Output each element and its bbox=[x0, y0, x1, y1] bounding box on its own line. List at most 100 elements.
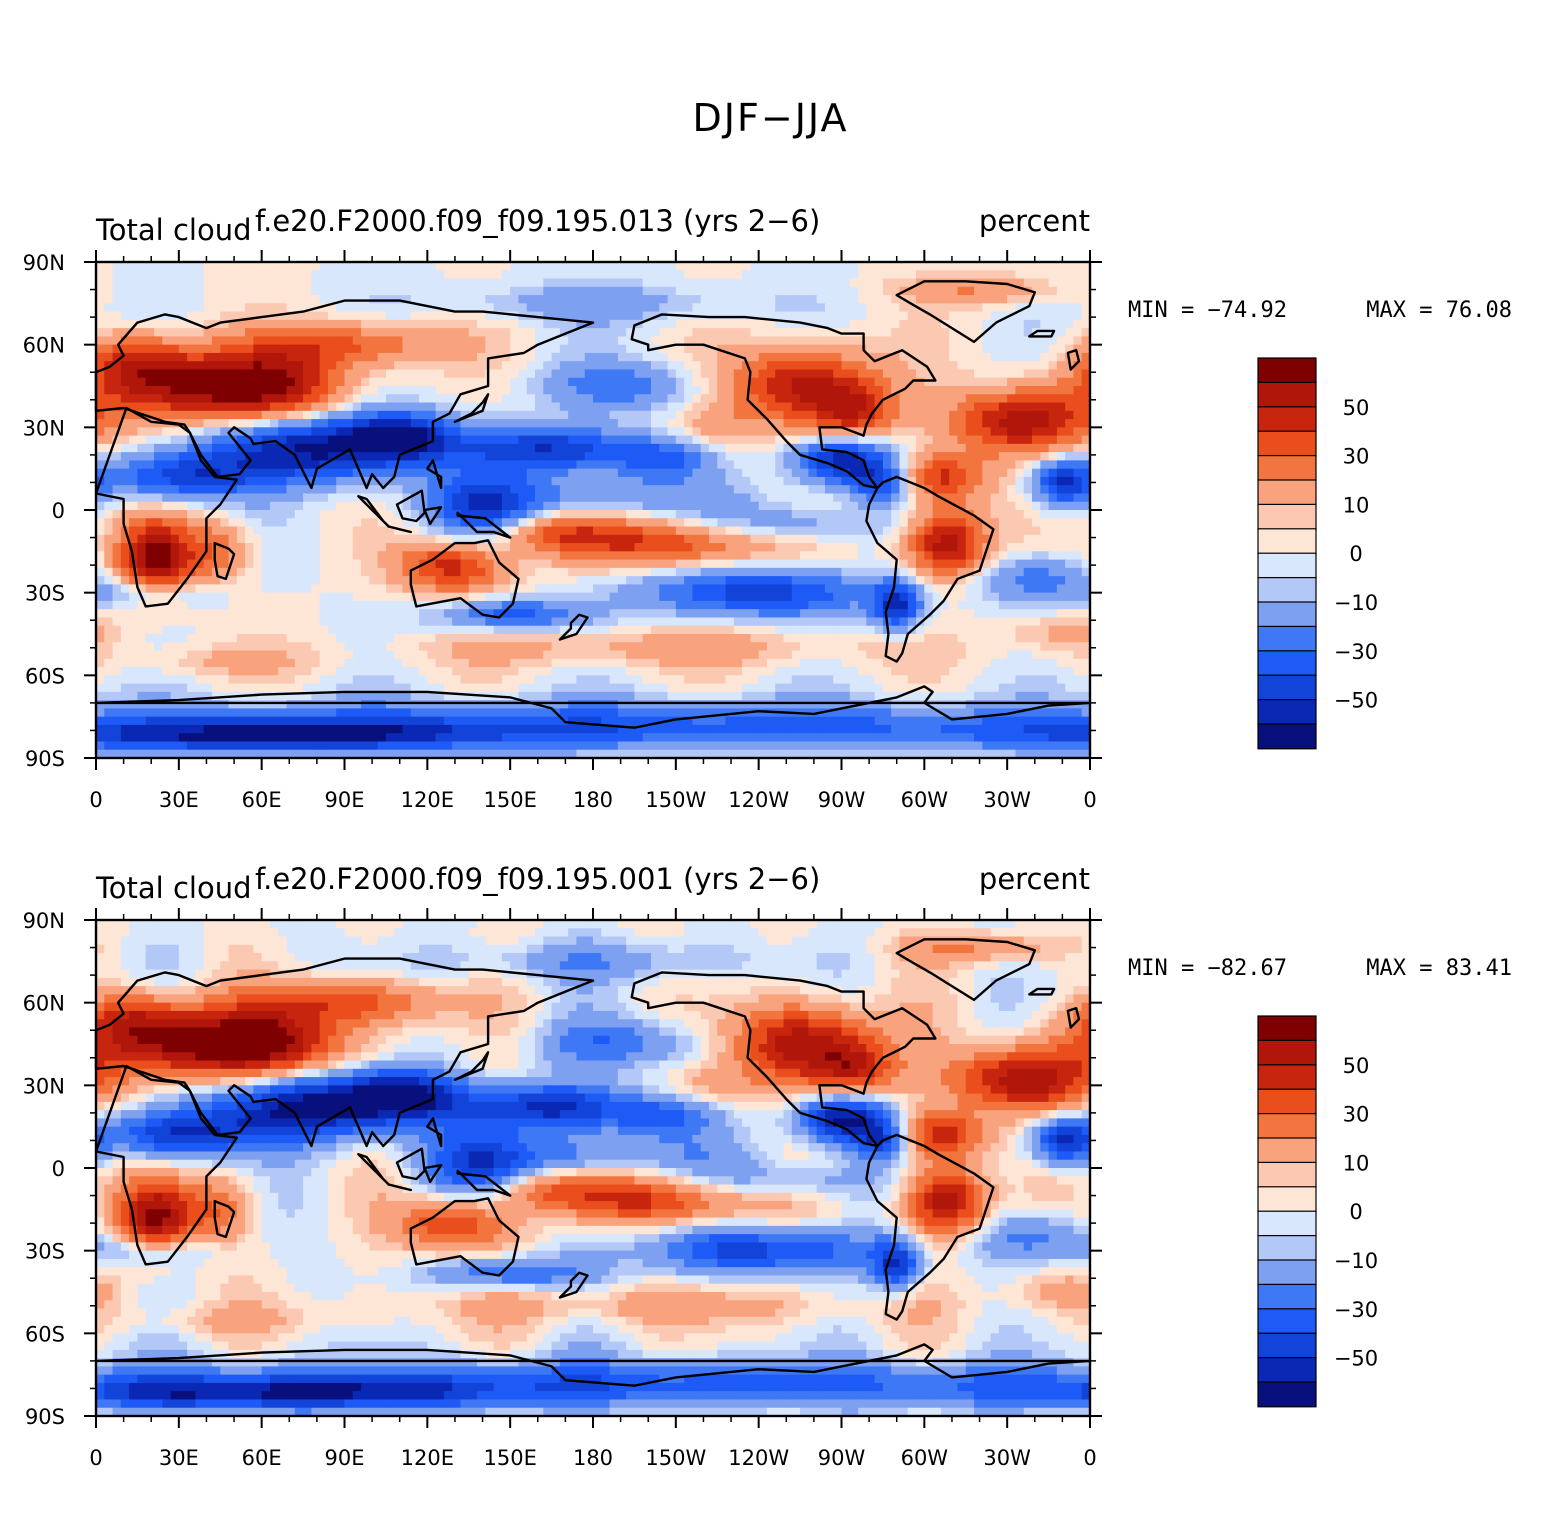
field-cell bbox=[559, 534, 569, 544]
field-cell bbox=[924, 352, 934, 362]
field-cell bbox=[187, 286, 196, 296]
field-cell bbox=[866, 501, 876, 511]
field-cell bbox=[982, 295, 992, 304]
field-cell bbox=[493, 592, 503, 602]
field-cell bbox=[584, 286, 594, 296]
field-cell bbox=[245, 361, 254, 371]
field-cell bbox=[526, 452, 536, 461]
field-cell bbox=[394, 311, 404, 321]
field-cell bbox=[816, 576, 826, 585]
field-cell bbox=[327, 518, 337, 528]
field-cell bbox=[336, 303, 346, 313]
field-cell bbox=[1048, 344, 1058, 354]
field-cell bbox=[535, 534, 544, 544]
field-cell bbox=[742, 584, 751, 594]
field-cell bbox=[261, 567, 271, 577]
field-cell bbox=[650, 452, 660, 461]
field-cell bbox=[824, 534, 834, 544]
field-cell bbox=[1081, 485, 1091, 495]
field-cell bbox=[96, 576, 105, 585]
field-cell bbox=[452, 262, 462, 271]
field-cell bbox=[1081, 328, 1091, 337]
field-cell bbox=[526, 270, 536, 280]
field-cell bbox=[228, 518, 238, 528]
field-cell bbox=[1015, 510, 1025, 519]
field-cell bbox=[352, 468, 362, 478]
field-cell bbox=[535, 476, 544, 486]
field-cell bbox=[659, 452, 669, 461]
field-cell bbox=[742, 286, 751, 296]
field-cell bbox=[510, 584, 520, 594]
field-cell bbox=[998, 534, 1008, 544]
field-cell bbox=[468, 344, 478, 354]
field-cell bbox=[361, 394, 370, 404]
field-cell bbox=[634, 576, 644, 585]
field-cell bbox=[858, 443, 867, 453]
field-cell bbox=[236, 584, 246, 594]
field-cell bbox=[576, 526, 586, 536]
field-cell bbox=[982, 386, 992, 395]
field-cell bbox=[501, 295, 511, 304]
field-cell bbox=[162, 402, 172, 412]
field-cell bbox=[402, 386, 412, 395]
field-cell bbox=[617, 295, 627, 304]
field-cell bbox=[278, 510, 288, 519]
field-cell bbox=[584, 386, 594, 395]
field-cell bbox=[468, 311, 478, 321]
field-cell bbox=[394, 286, 404, 296]
field-cell bbox=[659, 427, 669, 437]
field-cell bbox=[435, 468, 445, 478]
field-cell bbox=[352, 584, 362, 594]
field-cell bbox=[791, 576, 801, 585]
field-cell bbox=[1081, 270, 1091, 280]
field-cell bbox=[129, 394, 139, 404]
field-cell bbox=[501, 543, 511, 552]
field-cell bbox=[1007, 386, 1017, 395]
field-cell bbox=[427, 476, 437, 486]
field-cell bbox=[443, 567, 453, 577]
field-cell bbox=[841, 427, 851, 437]
field-cell bbox=[394, 551, 404, 561]
field-cell bbox=[1081, 295, 1091, 304]
field-cell bbox=[319, 452, 329, 461]
field-cell bbox=[758, 394, 768, 404]
field-cell bbox=[162, 476, 172, 486]
field-cell bbox=[750, 460, 760, 470]
field-cell bbox=[162, 377, 172, 387]
field-cell bbox=[916, 344, 925, 354]
field-cell bbox=[609, 311, 619, 321]
field-cell bbox=[510, 510, 520, 519]
field-cell bbox=[758, 534, 768, 544]
field-cell bbox=[982, 567, 992, 577]
field-cell bbox=[435, 485, 445, 495]
field-cell bbox=[178, 386, 188, 395]
field-cell bbox=[791, 510, 801, 519]
field-cell bbox=[120, 410, 130, 420]
field-cell bbox=[1065, 476, 1075, 486]
field-cell bbox=[203, 402, 213, 412]
field-cell bbox=[1048, 311, 1058, 321]
field-cell bbox=[419, 303, 428, 313]
field-cell bbox=[203, 526, 213, 536]
field-cell bbox=[982, 352, 992, 362]
field-cell bbox=[535, 344, 544, 354]
field-cell bbox=[278, 352, 288, 362]
field-cell bbox=[162, 567, 172, 577]
field-cell bbox=[949, 468, 959, 478]
field-cell bbox=[1081, 419, 1091, 428]
field-cell bbox=[178, 336, 188, 346]
field-cell bbox=[236, 460, 246, 470]
field-cell bbox=[700, 543, 710, 552]
field-cell bbox=[410, 336, 420, 346]
field-cell bbox=[170, 369, 180, 379]
field-cell bbox=[1015, 328, 1025, 337]
field-cell bbox=[361, 551, 370, 561]
field-cell bbox=[245, 510, 254, 519]
field-cell bbox=[145, 286, 155, 296]
field-cell bbox=[858, 394, 867, 404]
field-cell bbox=[303, 501, 312, 511]
field-cell bbox=[593, 286, 602, 296]
field-cell bbox=[253, 443, 263, 453]
field-cell bbox=[957, 551, 967, 561]
field-cell bbox=[477, 270, 486, 280]
